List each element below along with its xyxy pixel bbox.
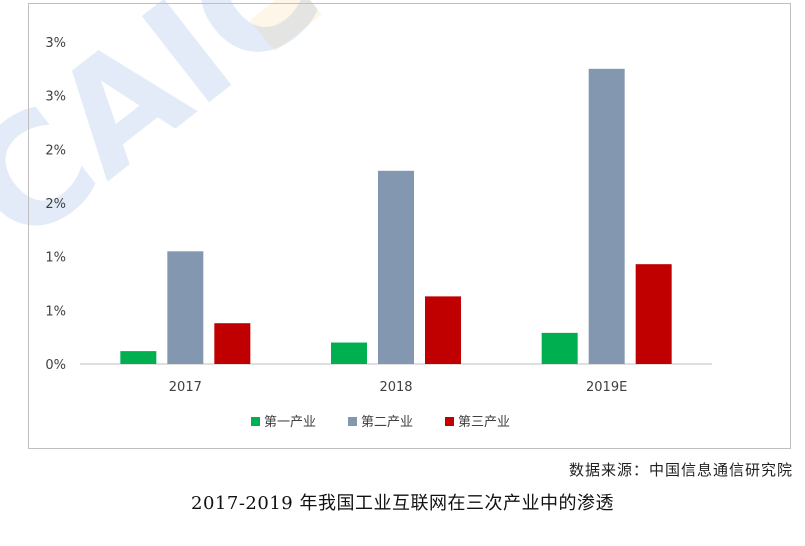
y-tick-label: 2% [45,197,66,212]
bar-2017-series-2 [167,251,203,364]
x-tick-label: 2019E [586,380,627,395]
x-axis-ticks: 2017 2018 2019E [169,380,628,395]
y-tick-label: 0% [45,358,66,373]
y-tick-label: 1% [45,304,66,319]
bar-2018-series-2 [378,171,414,364]
bar-2018-series-3 [425,296,461,364]
legend: 第一产业 第二产业 第三产业 [251,415,510,430]
bar-2019E-series-1 [542,333,578,364]
y-axis-ticks: 0% 1% 1% 2% 2% 3% 3% [45,36,66,373]
bar-2019E-series-2 [589,69,625,364]
legend-swatch [445,417,454,426]
y-tick-label: 3% [45,90,66,105]
bar-2017-series-3 [214,323,250,364]
legend-label: 第一产业 [264,415,316,430]
figure-caption: 2017-2019 年我国工业互联网在三次产业中的渗透 [0,489,805,515]
bars [120,69,671,364]
bar-2019E-series-3 [636,264,672,364]
legend-swatch [348,417,357,426]
legend-swatch [251,417,260,426]
x-tick-label: 2018 [379,380,412,395]
legend-label: 第三产业 [458,415,510,430]
bar-2018-series-1 [331,343,367,364]
y-tick-label: 2% [45,143,66,158]
source-note: 数据来源：中国信息通信研究院 [569,459,793,480]
bar-2017-series-1 [120,351,156,364]
legend-label: 第二产业 [361,415,413,430]
y-tick-label: 3% [45,36,66,51]
y-tick-label: 1% [45,251,66,266]
x-tick-label: 2017 [169,380,202,395]
